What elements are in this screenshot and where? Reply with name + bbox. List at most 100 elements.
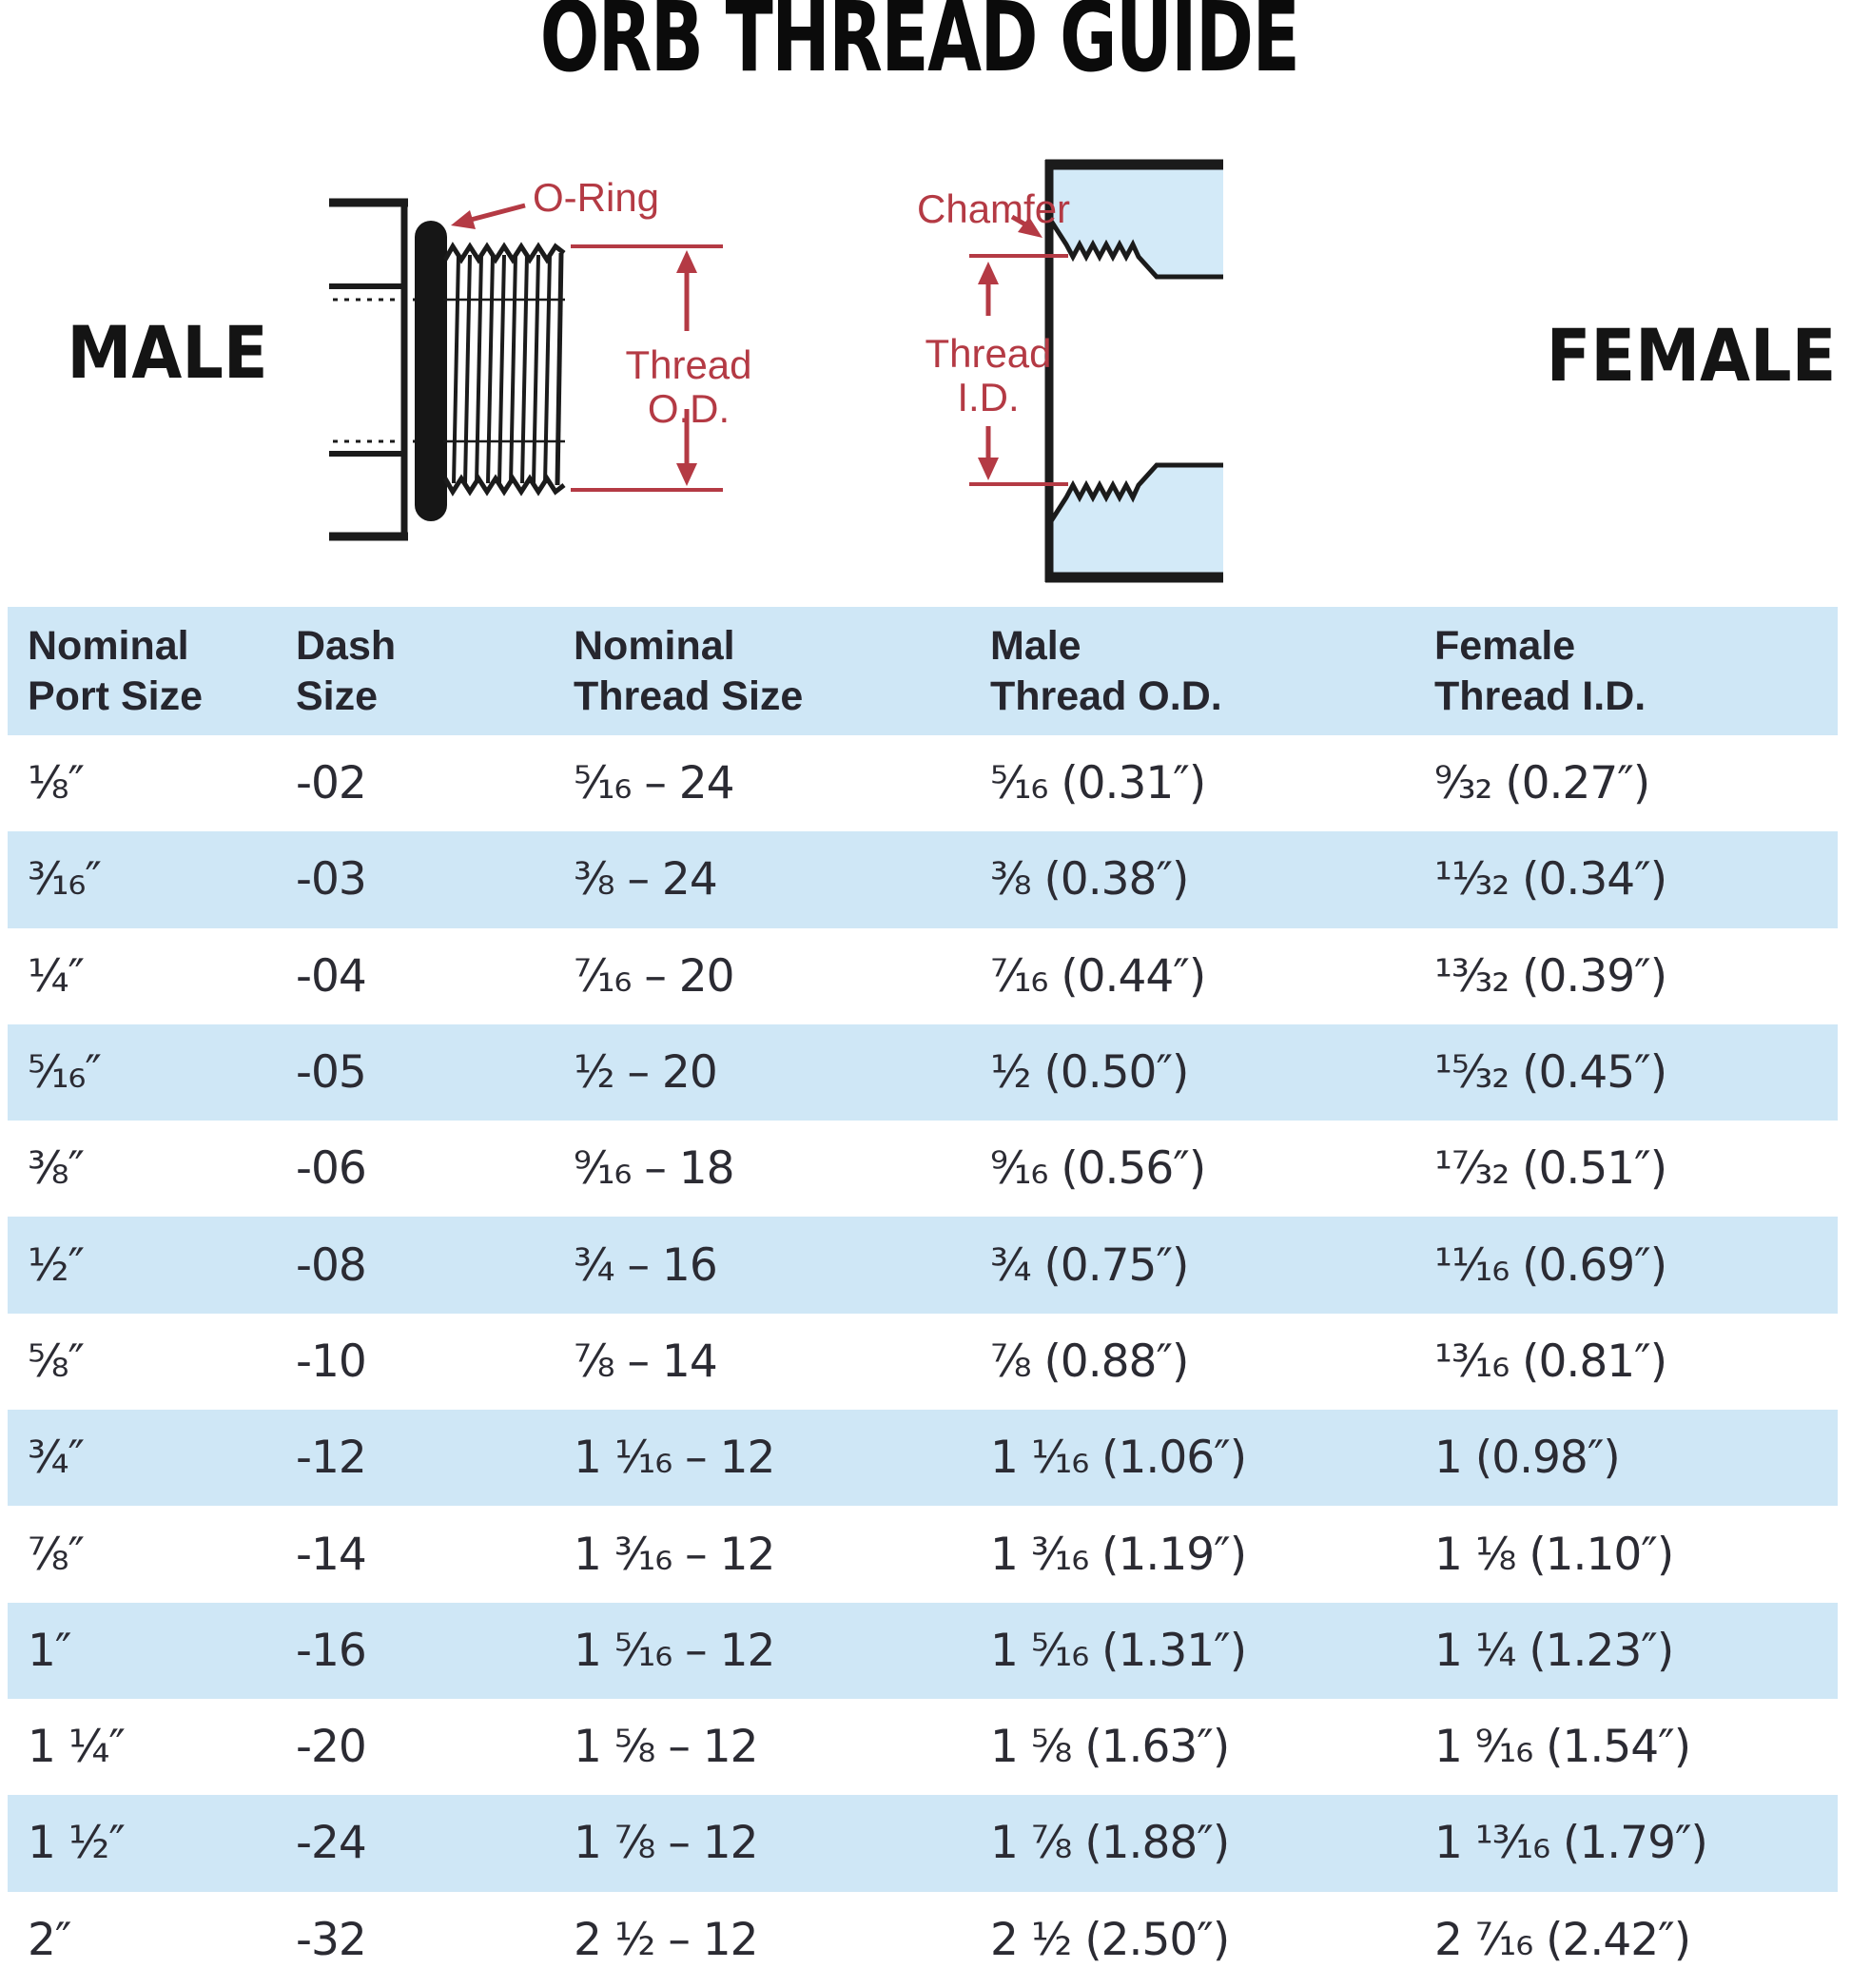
cell-male-od: ⁹⁄₁₆ (0.56″) (990, 1142, 1206, 1196)
cell-female-id: 2 ⁷⁄₁₆ (2.42″) (1434, 1913, 1691, 1966)
cell-female-id: ¹⁵⁄₃₂ (0.45″) (1434, 1046, 1667, 1100)
header-male-thread-od: Male Thread O.D. (990, 622, 1222, 719)
chamfer-annotation: Chamfer (917, 186, 1070, 238)
cell-dash: -03 (296, 853, 367, 906)
table-row: ³⁄₄″ -12 1 ¹⁄₁₆ – 12 1 ¹⁄₁₆ (1.06″) 1 (0… (8, 1410, 1838, 1507)
male-dim-label-line2: O.D. (648, 386, 730, 431)
female-body-lines (1044, 159, 1223, 583)
cell-port: 1″ (28, 1624, 71, 1677)
orb-spec-table: Nominal Port Size Dash Size Nominal Thre… (0, 607, 1851, 1988)
header-nominal-port-size: Nominal Port Size (28, 622, 203, 719)
table-header-row: Nominal Port Size Dash Size Nominal Thre… (8, 607, 1838, 735)
female-top-thread-outline (1046, 216, 1223, 280)
cell-male-od: ⁷⁄₈ (0.88″) (990, 1335, 1189, 1388)
cell-dash: -20 (296, 1721, 367, 1774)
cell-thread: ⁹⁄₁₆ – 18 (574, 1142, 735, 1196)
cell-dash: -12 (296, 1432, 367, 1485)
cell-dash: -08 (296, 1238, 367, 1292)
header-dash-size: Dash Size (296, 622, 397, 719)
cell-male-od: ³⁄₄ (0.75″) (990, 1238, 1189, 1292)
male-threads (442, 242, 566, 497)
cell-thread: 1 ⁵⁄₈ – 12 (574, 1721, 759, 1774)
cell-port: ³⁄₄″ (28, 1432, 85, 1485)
male-fitting-diagram: O-Ring Thread O.D. MALE (67, 175, 752, 541)
cell-thread: 1 ⁷⁄₈ – 12 (574, 1817, 759, 1870)
cell-thread: 1 ¹⁄₁₆ – 12 (574, 1432, 775, 1485)
cell-port: ¹⁄₄″ (28, 949, 85, 1003)
cell-thread: ³⁄₄ – 16 (574, 1238, 718, 1292)
cell-male-od: 1 ⁵⁄₈ (1.63″) (990, 1721, 1230, 1774)
chamfer-arrowhead (1018, 217, 1042, 238)
female-top-wall (1049, 169, 1223, 277)
cell-male-od: ³⁄₈ (0.38″) (990, 853, 1189, 906)
cell-female-id: ¹¹⁄₁₆ (0.69″) (1434, 1238, 1667, 1292)
table-row: ⁵⁄₁₆″ -05 ¹⁄₂ – 20 ¹⁄₂ (0.50″) ¹⁵⁄₃₂ (0.… (8, 1023, 1838, 1121)
oring-arrowhead (451, 210, 476, 229)
cell-male-od: 1 ¹⁄₁₆ (1.06″) (990, 1432, 1247, 1485)
cell-male-od: 2 ¹⁄₂ (2.50″) (990, 1913, 1230, 1966)
table-row: 2″ -32 2 ¹⁄₂ – 12 2 ¹⁄₂ (2.50″) 2 ⁷⁄₁₆ (… (8, 1892, 1838, 1988)
cell-dash: -10 (296, 1335, 367, 1388)
cell-port: ⁵⁄₁₆″ (28, 1046, 102, 1100)
female-dim-label-line2: I.D. (957, 375, 1019, 419)
female-thread-id-dimension: Thread I.D. (925, 254, 1068, 486)
cell-male-od: 1 ³⁄₁₆ (1.19″) (990, 1528, 1247, 1581)
male-thread-od-dimension: Thread O.D. (571, 244, 752, 492)
cell-female-id: 1 ¹⁄₄ (1.23″) (1434, 1624, 1674, 1677)
female-fitting-diagram: Chamfer Thread I.D. FEMALE (917, 159, 1836, 583)
cell-thread: 1 ³⁄₁₆ – 12 (574, 1528, 775, 1581)
table-row: ³⁄₈″ -06 ⁹⁄₁₆ – 18 ⁹⁄₁₆ (0.56″) ¹⁷⁄₃₂ (0… (8, 1121, 1838, 1217)
cell-female-id: 1 ¹³⁄₁₆ (1.79″) (1434, 1817, 1708, 1870)
female-bottom-thread-outline (1046, 462, 1223, 526)
female-dim-label-line1: Thread (925, 331, 1051, 376)
table-row: 1 ¹⁄₄″ -20 1 ⁵⁄₈ – 12 1 ⁵⁄₈ (1.63″) 1 ⁹⁄… (8, 1699, 1838, 1795)
table-row: ¹⁄₈″ -02 ⁵⁄₁₆ – 24 ⁵⁄₁₆ (0.31″) ⁹⁄₃₂ (0.… (8, 735, 1838, 831)
table-row: ⁷⁄₈″ -14 1 ³⁄₁₆ – 12 1 ³⁄₁₆ (1.19″) 1 ¹⁄… (8, 1506, 1838, 1602)
cell-female-id: ¹¹⁄₃₂ (0.34″) (1434, 853, 1667, 906)
cell-dash: -16 (296, 1624, 367, 1677)
cell-thread: ⁷⁄₁₆ – 20 (574, 949, 735, 1003)
cell-female-id: ¹³⁄₁₆ (0.81″) (1434, 1335, 1667, 1388)
cell-port: ⁵⁄₈″ (28, 1335, 85, 1388)
cell-dash: -04 (296, 949, 367, 1003)
dim-arrow-up (676, 250, 697, 273)
cell-male-od: ⁷⁄₁₆ (0.44″) (990, 949, 1206, 1003)
chamfer-label: Chamfer (917, 186, 1070, 231)
cell-dash: -02 (296, 757, 367, 810)
cell-port: ³⁄₈″ (28, 1142, 85, 1196)
cell-thread: 1 ⁵⁄₁₆ – 12 (574, 1624, 775, 1677)
cell-thread: ⁷⁄₈ – 14 (574, 1335, 718, 1388)
cell-female-id: ¹⁷⁄₃₂ (0.51″) (1434, 1142, 1667, 1196)
cell-port: ¹⁄₂″ (28, 1238, 85, 1292)
cell-male-od: ⁵⁄₁₆ (0.31″) (990, 757, 1206, 810)
cell-thread: ³⁄₈ – 24 (574, 853, 718, 906)
cell-male-od: 1 ⁷⁄₈ (1.88″) (990, 1817, 1230, 1870)
cell-thread: 2 ¹⁄₂ – 12 (574, 1913, 759, 1966)
cell-male-od: 1 ⁵⁄₁₆ (1.31″) (990, 1624, 1247, 1677)
header-female-thread-id: Female Thread I.D. (1434, 622, 1646, 719)
table-row: 1 ¹⁄₂″ -24 1 ⁷⁄₈ – 12 1 ⁷⁄₈ (1.88″) 1 ¹³… (8, 1795, 1838, 1892)
table-row: ³⁄₁₆″ -03 ³⁄₈ – 24 ³⁄₈ (0.38″) ¹¹⁄₃₂ (0.… (8, 831, 1838, 928)
cell-port: ¹⁄₈″ (28, 757, 85, 810)
cell-dash: -14 (296, 1528, 367, 1581)
oring-label: O-Ring (533, 175, 659, 220)
cell-dash: -05 (296, 1046, 367, 1100)
cell-port: 1 ¹⁄₂″ (28, 1817, 126, 1870)
dim-arrow-down (676, 463, 697, 486)
cell-port: ³⁄₁₆″ (28, 853, 102, 906)
cell-port: ⁷⁄₈″ (28, 1528, 85, 1581)
cell-male-od: ¹⁄₂ (0.50″) (990, 1046, 1189, 1100)
cell-female-id: 1 (0.98″) (1434, 1432, 1621, 1485)
table-row: ⁵⁄₈″ -10 ⁷⁄₈ – 14 ⁷⁄₈ (0.88″) ¹³⁄₁₆ (0.8… (8, 1314, 1838, 1410)
cell-thread: ⁵⁄₁₆ – 24 (574, 757, 735, 810)
cell-female-id: ¹³⁄₃₂ (0.39″) (1434, 949, 1667, 1003)
cell-port: 1 ¹⁄₄″ (28, 1721, 126, 1774)
header-nominal-thread-size: Nominal Thread Size (574, 622, 804, 719)
cell-female-id: 1 ⁹⁄₁₆ (1.54″) (1434, 1721, 1691, 1774)
male-dim-label-line1: Thread (625, 342, 751, 387)
table-row: ¹⁄₄″ -04 ⁷⁄₁₆ – 20 ⁷⁄₁₆ (0.44″) ¹³⁄₃₂ (0… (8, 928, 1838, 1024)
cell-female-id: 1 ¹⁄₈ (1.10″) (1434, 1528, 1674, 1581)
o-ring-shape (415, 221, 447, 521)
cell-dash: -06 (296, 1142, 367, 1196)
table-body: ¹⁄₈″ -02 ⁵⁄₁₆ – 24 ⁵⁄₁₆ (0.31″) ⁹⁄₃₂ (0.… (8, 735, 1838, 1988)
